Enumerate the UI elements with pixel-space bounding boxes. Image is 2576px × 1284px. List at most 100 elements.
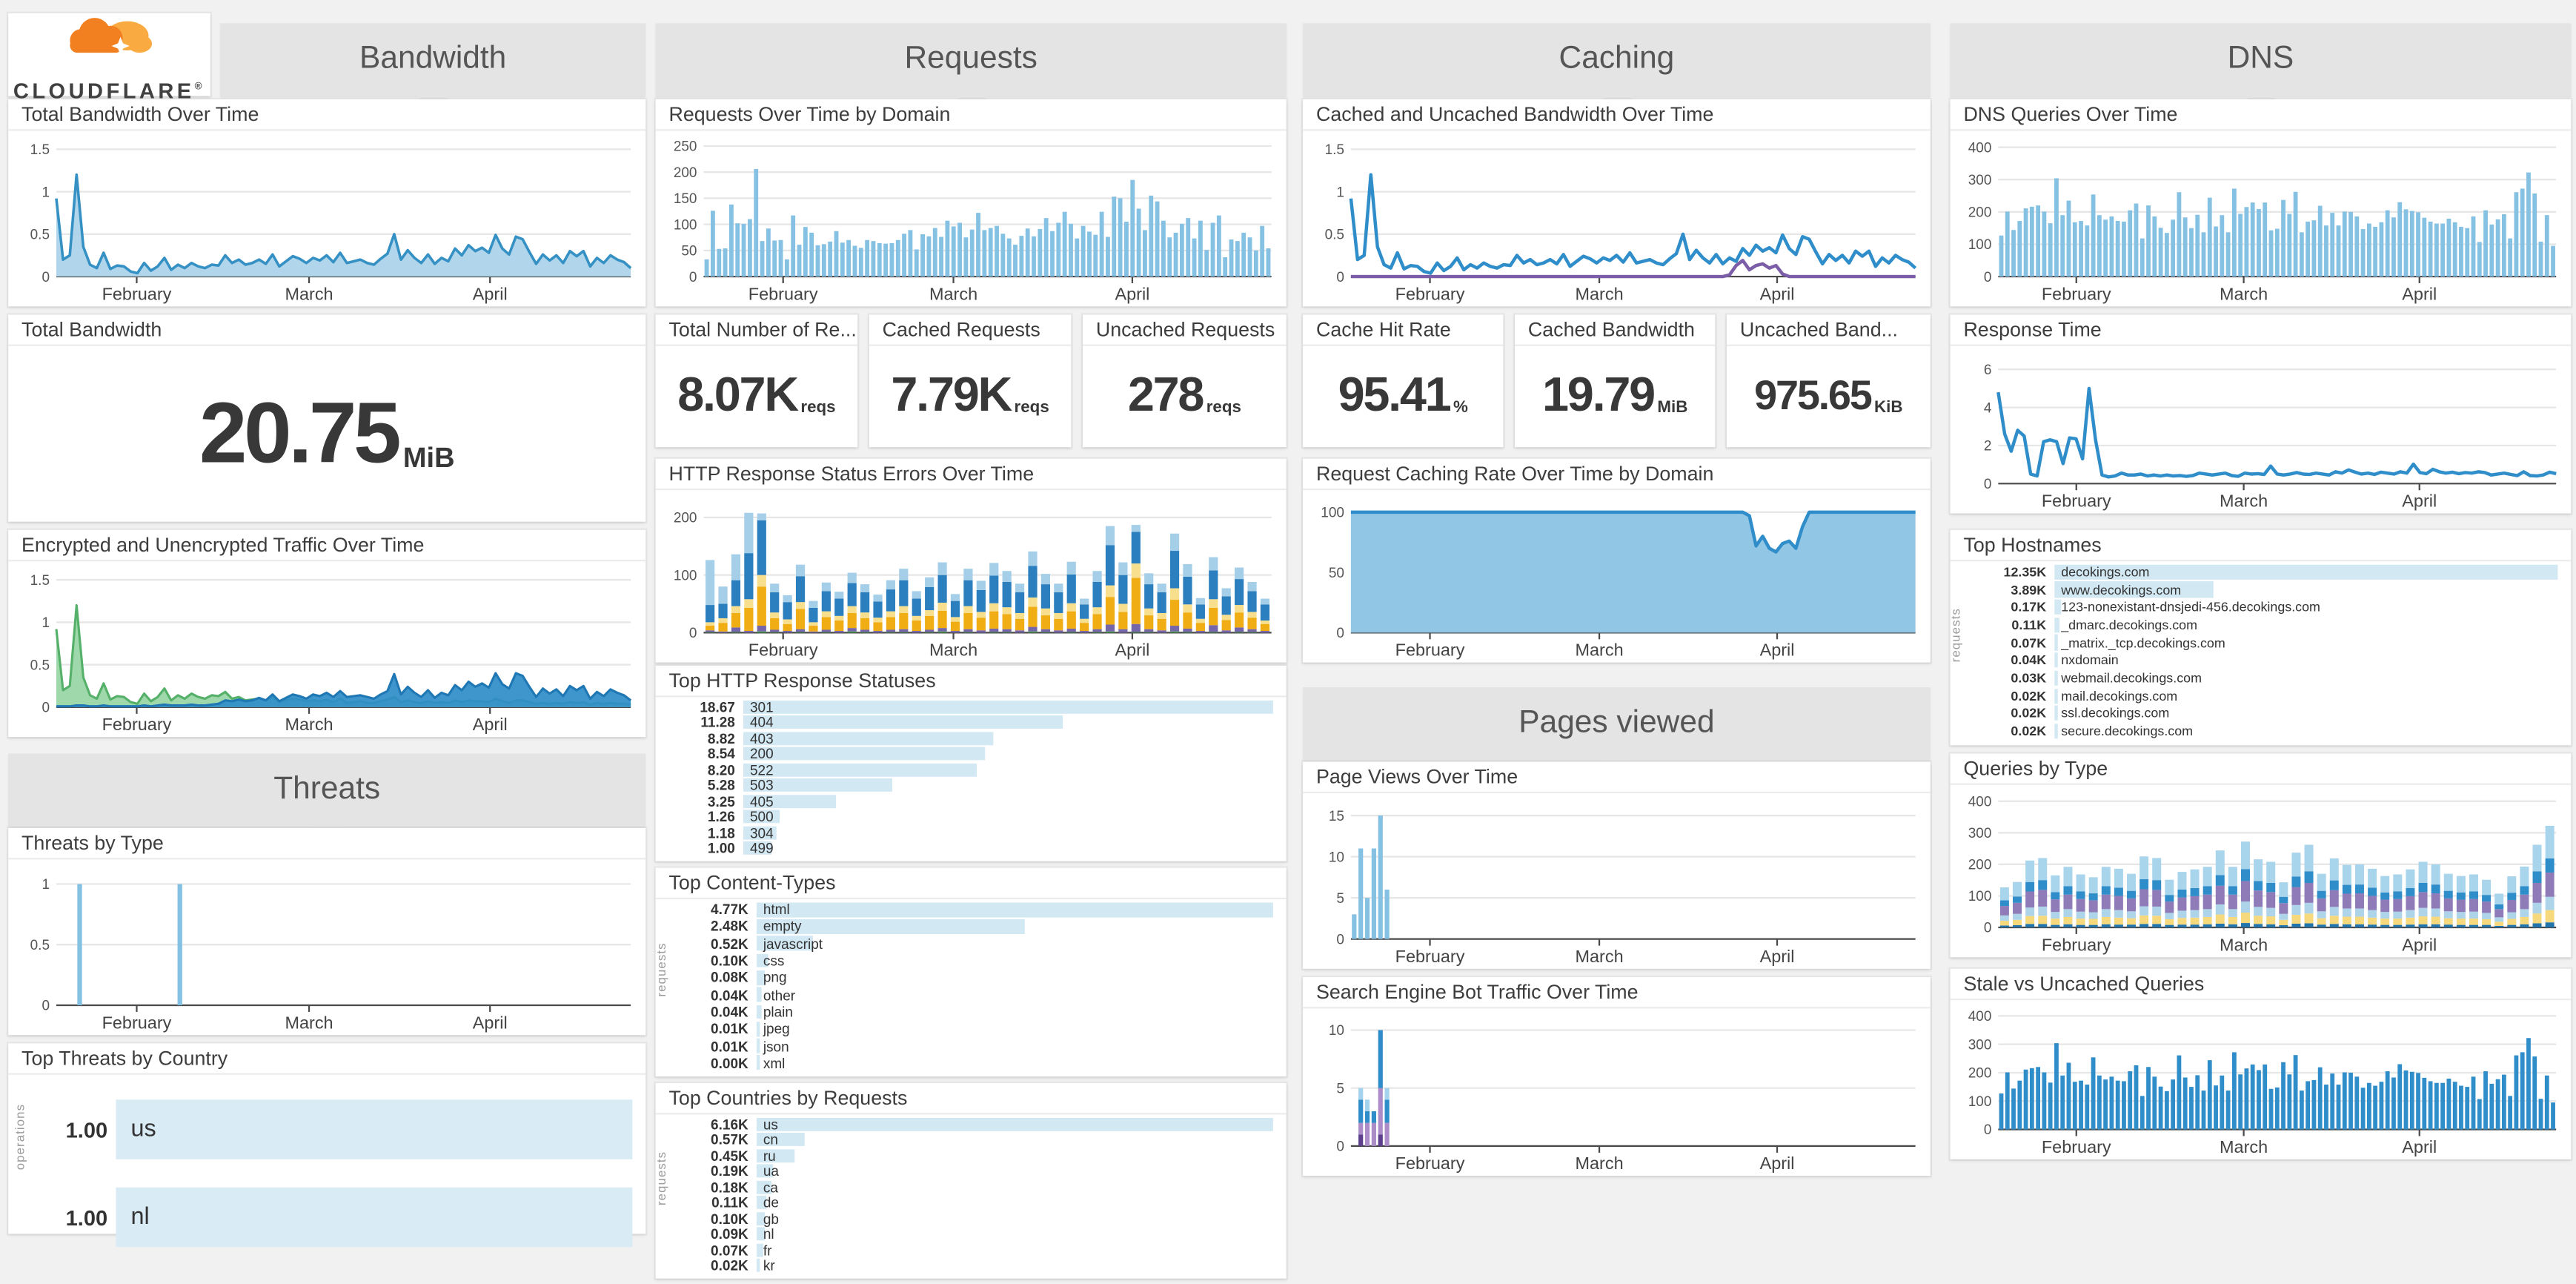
y-axis-label: operations <box>12 1103 27 1170</box>
svg-text:5: 5 <box>1336 1081 1344 1096</box>
total-bandwidth-value: 20.75 MiB <box>199 385 455 481</box>
section-header-pages-viewed[interactable]: Pages viewed <box>1303 687 1931 775</box>
list-value: 0.02K <box>711 1257 748 1274</box>
page-views-bar-chart[interactable]: 0 5 10 15 February March April <box>1307 793 1924 967</box>
tile-value: 8.07K reqs <box>677 368 836 422</box>
panel-stale-uncached: Stale vs Uncached Queries 0 100 200 300 400 F… <box>1950 968 2572 1159</box>
cloudflare-logo[interactable]: CLOUDFLARE® <box>8 13 210 102</box>
svg-text:February: February <box>1395 641 1465 660</box>
response-time-line-chart[interactable]: 0 2 4 6 February March April <box>1953 346 2564 512</box>
list-label: www.decokings.com <box>2061 582 2182 598</box>
list-value: 0.57K <box>711 1131 748 1148</box>
svg-text:300: 300 <box>1968 1037 1992 1053</box>
list-item: 0.10K gb <box>679 1210 1273 1227</box>
list-bar <box>756 1133 805 1147</box>
section-header-requests[interactable]: Requests <box>655 23 1287 111</box>
cloudflare-cloud-icon <box>48 7 170 79</box>
svg-text:400: 400 <box>1968 1009 1992 1025</box>
svg-text:0: 0 <box>42 270 50 285</box>
list-bar <box>743 841 772 856</box>
http-errors-stacked-chart[interactable]: 0 100 200 February March April <box>659 490 1280 661</box>
panel-title: Top Threats by Country <box>8 1043 646 1075</box>
panel-title: Encrypted and Unencrypted Traffic Over T… <box>8 530 646 562</box>
list-item: 1.00 499 <box>665 840 1273 857</box>
list-value: 1.00 <box>707 840 735 857</box>
list-value: 0.02K <box>2011 688 2047 704</box>
svg-text:200: 200 <box>1968 858 1992 873</box>
tile-value: 278 reqs <box>1127 368 1241 422</box>
stale-uncached-bar-chart[interactable]: 0 100 200 300 400 February March April <box>1953 1000 2564 1157</box>
svg-text:March: March <box>1576 641 1624 660</box>
caching-column: Caching Cached and Uncached Bandwidth Ov… <box>1303 0 1931 1283</box>
list-item: 0.08K png <box>679 969 1273 986</box>
panel-title: Top Countries by Requests <box>655 1083 1287 1115</box>
section-header-bandwidth[interactable]: Bandwidth <box>220 23 646 111</box>
list-item: 1.00 nl <box>31 1182 633 1253</box>
queries-by-type-stacked-chart[interactable]: 0 100 200 300 400 February March April <box>1953 785 2564 956</box>
panel-requests-over-time: Requests Over Time by Domain 0 50 100 150 20… <box>655 99 1287 307</box>
y-axis-label: requests <box>654 942 669 996</box>
list-label: ru <box>763 1147 776 1164</box>
svg-text:March: March <box>285 715 333 734</box>
list-item: 0.03K webmail.decokings.com <box>1974 669 2558 687</box>
threats-by-type-bar-chart[interactable]: 0 0.5 1 February March April <box>12 859 640 1033</box>
panel-title: Top HTTP Response Statuses <box>655 666 1287 698</box>
list-value: 0.02K <box>2011 724 2047 739</box>
list-label: 503 <box>749 777 774 794</box>
list-value: 0.07K <box>2011 635 2047 651</box>
list-item: 0.18K ca <box>679 1179 1273 1195</box>
svg-text:10: 10 <box>1329 1023 1344 1039</box>
list-label: gb <box>763 1210 779 1227</box>
list-value: 0.03K <box>2011 670 2047 686</box>
svg-text:0: 0 <box>42 701 50 716</box>
svg-text:April: April <box>1760 284 1795 303</box>
svg-text:4: 4 <box>1984 400 1992 416</box>
list-bar <box>756 970 766 985</box>
encrypted-traffic-area-chart[interactable]: 0 0.5 1 1.5 February March April <box>12 561 640 735</box>
list-bar <box>756 1164 773 1179</box>
panel-title: Request Caching Rate Over Time by Domain <box>1303 459 1931 491</box>
tile-title: Cached Bandwidth <box>1515 314 1716 346</box>
list-item: 1.00 us <box>31 1094 633 1165</box>
list-item: 0.10K css <box>679 952 1273 969</box>
list-bar <box>756 1227 765 1241</box>
list-value: 8.54 <box>707 745 735 763</box>
list-label: 200 <box>749 745 774 763</box>
section-header-dns[interactable]: DNS <box>1950 23 2572 111</box>
panel-total-bandwidth: Total Bandwidth 20.75 MiB <box>8 314 646 522</box>
list-label: javascript <box>763 935 823 952</box>
panel-top-statuses: Top HTTP Response Statuses 18.67 301 11.28… <box>655 666 1287 861</box>
list-bar <box>756 953 768 968</box>
list-bar <box>2054 635 2059 651</box>
svg-text:0.5: 0.5 <box>30 938 50 953</box>
list-value: 1.26 <box>707 808 735 826</box>
list-bar <box>743 825 777 840</box>
list-item: 0.02K secure.decokings.com <box>1974 722 2558 740</box>
tile-uncached-requests: Uncached Requests 278 reqs <box>1082 314 1287 448</box>
dns-queries-bar-chart[interactable]: 0 100 200 300 400 February March April <box>1953 130 2564 305</box>
list-label: mail.decokings.com <box>2061 688 2178 704</box>
svg-text:0: 0 <box>1984 270 1992 285</box>
list-value: 1.00 <box>65 1116 108 1142</box>
list-bar <box>756 936 813 951</box>
list-bar <box>756 919 1026 934</box>
requests-bar-chart[interactable]: 0 50 100 150 200 250 February March April <box>659 130 1280 305</box>
list-bar <box>743 810 780 824</box>
panel-title: Cached and Uncached Bandwidth Over Time <box>1303 99 1931 131</box>
svg-text:April: April <box>2402 284 2437 303</box>
bot-traffic-stacked-chart[interactable]: 0 5 10 February March April <box>1307 1008 1924 1174</box>
total-bandwidth-area-chart[interactable]: 0 0.5 1 1.5 February March April <box>12 130 640 305</box>
svg-text:0: 0 <box>1336 1139 1344 1155</box>
svg-text:2: 2 <box>1984 439 1992 454</box>
svg-text:0: 0 <box>42 999 50 1014</box>
tile-value: 95.41% <box>1338 368 1468 422</box>
panel-title: Requests Over Time by Domain <box>655 99 1287 131</box>
section-header-caching[interactable]: Caching <box>1303 23 1931 111</box>
list-bar <box>756 1148 794 1162</box>
cached-uncached-line-chart[interactable]: 0 0.5 1 1.5 February March April <box>1307 130 1924 305</box>
caching-rate-area-chart[interactable]: 0 50 100 February March April <box>1307 490 1924 661</box>
list-item: 0.19K ua <box>679 1163 1273 1179</box>
section-header-threats[interactable]: Threats <box>8 753 646 841</box>
list-value: 0.19K <box>711 1162 748 1180</box>
list-label: nxdomain <box>2061 652 2119 668</box>
